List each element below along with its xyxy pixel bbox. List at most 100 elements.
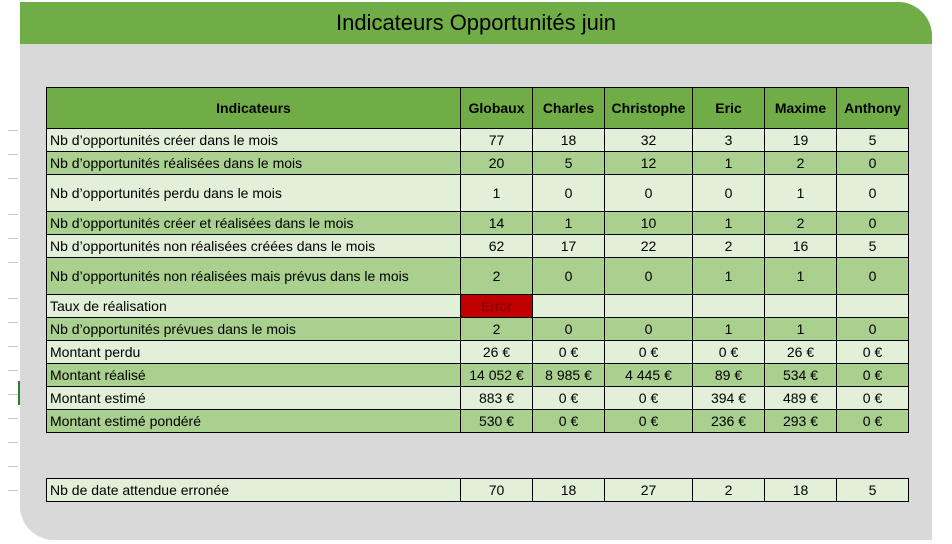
cell-globaux[interactable]: 62 <box>460 234 533 258</box>
cell-charles[interactable]: 0 <box>532 174 605 212</box>
cell-christophe[interactable]: 22 <box>604 234 693 258</box>
cell-anthony[interactable]: 0 € <box>836 340 909 364</box>
cell-eric[interactable]: 89 € <box>692 363 765 387</box>
cell-anthony[interactable]: 5 <box>836 478 909 502</box>
error-cell[interactable]: Error <box>460 294 533 318</box>
cell-anthony[interactable]: 0 € <box>836 386 909 410</box>
cell-maxime[interactable]: 1 <box>764 174 837 212</box>
row-label[interactable]: Nb d’opportunités créer dans le mois <box>46 128 461 152</box>
row-label[interactable]: Taux de réalisation <box>46 294 461 318</box>
col-header-globaux[interactable]: Globaux <box>460 87 533 129</box>
date-errors-table: Nb de date attendue erronée 70 18 27 2 1… <box>46 478 909 502</box>
cell-eric[interactable]: 394 € <box>692 386 765 410</box>
cell-anthony[interactable]: 0 € <box>836 363 909 387</box>
cell-christophe[interactable]: 0 <box>604 317 693 341</box>
row-label[interactable]: Montant perdu <box>46 340 461 364</box>
cell-charles[interactable]: 0 € <box>532 340 605 364</box>
cell-globaux[interactable]: 2 <box>460 257 533 295</box>
cell-eric[interactable]: 2 <box>692 234 765 258</box>
cell-christophe[interactable]: 0 € <box>604 386 693 410</box>
cell-eric[interactable]: 1 <box>692 151 765 175</box>
cell-charles[interactable]: 5 <box>532 151 605 175</box>
cell-eric[interactable]: 3 <box>692 128 765 152</box>
cell-christophe[interactable]: 0 <box>604 257 693 295</box>
cell-maxime[interactable]: 18 <box>764 478 837 502</box>
row-label[interactable]: Montant estimé <box>46 386 461 410</box>
cell-eric[interactable]: 1 <box>692 317 765 341</box>
cell-anthony[interactable]: 0 <box>836 257 909 295</box>
cell-globaux[interactable]: 70 <box>460 478 533 502</box>
col-header-charles[interactable]: Charles <box>532 87 605 129</box>
cell-globaux[interactable]: 77 <box>460 128 533 152</box>
cell-maxime[interactable]: 2 <box>764 151 837 175</box>
cell-anthony[interactable]: 5 <box>836 234 909 258</box>
row-label[interactable]: Nb d’opportunités non réalisées créées d… <box>46 234 461 258</box>
row-label[interactable]: Nb de date attendue erronée <box>46 478 461 502</box>
cell-charles[interactable]: 0 <box>532 317 605 341</box>
cell-maxime[interactable]: 1 <box>764 257 837 295</box>
cell-christophe[interactable]: 12 <box>604 151 693 175</box>
cell-charles[interactable]: 1 <box>532 211 605 235</box>
cell-christophe[interactable]: 27 <box>604 478 693 502</box>
row-label[interactable]: Montant réalisé <box>46 363 461 387</box>
cell-charles[interactable]: 8 985 € <box>532 363 605 387</box>
col-header-indicateurs[interactable]: Indicateurs <box>46 87 461 129</box>
cell-globaux[interactable]: 530 € <box>460 409 533 433</box>
cell-globaux[interactable]: 2 <box>460 317 533 341</box>
cell-christophe[interactable]: 10 <box>604 211 693 235</box>
cell-eric[interactable]: 0 € <box>692 340 765 364</box>
col-header-eric[interactable]: Eric <box>692 87 765 129</box>
cell-charles[interactable]: 18 <box>532 128 605 152</box>
cell-eric[interactable]: 236 € <box>692 409 765 433</box>
cell-charles[interactable]: 0 <box>532 257 605 295</box>
cell-charles[interactable]: 0 € <box>532 409 605 433</box>
cell-eric[interactable]: 2 <box>692 478 765 502</box>
cell-eric[interactable]: 1 <box>692 211 765 235</box>
cell-eric[interactable]: 0 <box>692 174 765 212</box>
cell-christophe[interactable]: 0 € <box>604 340 693 364</box>
cell-anthony[interactable]: 0 <box>836 151 909 175</box>
cell-maxime[interactable]: 489 € <box>764 386 837 410</box>
cell-globaux[interactable]: 883 € <box>460 386 533 410</box>
cell-anthony[interactable]: 0 € <box>836 409 909 433</box>
col-header-christophe[interactable]: Christophe <box>604 87 693 129</box>
cell-christophe[interactable] <box>604 294 693 318</box>
row-label[interactable]: Nb d’opportunités perdu dans le mois <box>46 174 461 212</box>
cell-maxime[interactable]: 26 € <box>764 340 837 364</box>
cell-christophe[interactable]: 32 <box>604 128 693 152</box>
row-label[interactable]: Nb d’opportunités non réalisées mais pré… <box>46 257 461 295</box>
col-header-anthony[interactable]: Anthony <box>836 87 909 129</box>
cell-maxime[interactable]: 2 <box>764 211 837 235</box>
row-label[interactable]: Montant estimé pondéré <box>46 409 461 433</box>
cell-eric[interactable]: 1 <box>692 257 765 295</box>
cell-maxime[interactable]: 534 € <box>764 363 837 387</box>
cell-anthony[interactable]: 5 <box>836 128 909 152</box>
cell-anthony[interactable]: 0 <box>836 317 909 341</box>
cell-anthony[interactable]: 0 <box>836 174 909 212</box>
cell-maxime[interactable]: 1 <box>764 317 837 341</box>
col-header-maxime[interactable]: Maxime <box>764 87 837 129</box>
cell-globaux[interactable]: 1 <box>460 174 533 212</box>
row-label[interactable]: Nb d’opportunités réalisées dans le mois <box>46 151 461 175</box>
cell-globaux[interactable]: 14 052 € <box>460 363 533 387</box>
cell-christophe[interactable]: 0 <box>604 174 693 212</box>
cell-globaux[interactable]: 20 <box>460 151 533 175</box>
cell-maxime[interactable] <box>764 294 837 318</box>
table-row: Montant réalisé 14 052 €8 985 €4 445 €89 … <box>46 363 909 387</box>
cell-anthony[interactable]: 0 <box>836 211 909 235</box>
cell-globaux[interactable]: 26 € <box>460 340 533 364</box>
cell-maxime[interactable]: 19 <box>764 128 837 152</box>
cell-christophe[interactable]: 4 445 € <box>604 363 693 387</box>
cell-christophe[interactable]: 0 € <box>604 409 693 433</box>
cell-charles[interactable]: 0 € <box>532 386 605 410</box>
cell-charles[interactable]: 18 <box>532 478 605 502</box>
cell-anthony[interactable] <box>836 294 909 318</box>
row-label[interactable]: Nb d’opportunités créer et réalisées dan… <box>46 211 461 235</box>
cell-charles[interactable]: 17 <box>532 234 605 258</box>
cell-globaux[interactable]: 14 <box>460 211 533 235</box>
cell-maxime[interactable]: 16 <box>764 234 837 258</box>
cell-charles[interactable] <box>532 294 605 318</box>
cell-maxime[interactable]: 293 € <box>764 409 837 433</box>
row-label[interactable]: Nb d’opportunités prévues dans le mois <box>46 317 461 341</box>
cell-eric[interactable] <box>692 294 765 318</box>
